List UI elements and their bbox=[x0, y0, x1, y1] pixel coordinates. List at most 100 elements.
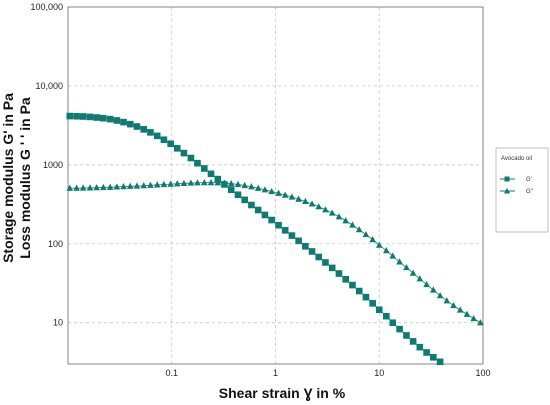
data-point-triangle bbox=[227, 180, 235, 187]
data-point-triangle bbox=[389, 252, 397, 259]
data-point-square bbox=[349, 281, 356, 289]
data-point-triangle bbox=[173, 180, 181, 187]
data-point-triangle bbox=[362, 230, 370, 238]
data-point-triangle bbox=[396, 258, 403, 265]
data-point-square bbox=[268, 216, 275, 224]
data-point-triangle bbox=[180, 179, 188, 187]
x-tick-label: 10 bbox=[374, 368, 384, 378]
data-point-square bbox=[86, 113, 94, 121]
data-point-triangle bbox=[383, 246, 390, 254]
data-point-square bbox=[187, 154, 195, 162]
data-point-triangle bbox=[416, 275, 424, 282]
data-point-triangle bbox=[423, 280, 430, 288]
data-point-square bbox=[275, 221, 282, 229]
data-point-square bbox=[214, 175, 222, 183]
data-point-square bbox=[93, 114, 100, 121]
data-point-square bbox=[261, 211, 269, 219]
y-axis-title-line1: Storage modulus G' in Pa bbox=[0, 93, 16, 263]
data-point-square bbox=[335, 270, 343, 277]
data-point-square bbox=[153, 132, 161, 140]
x-tick-label: 1 bbox=[273, 368, 278, 378]
data-point-triangle bbox=[100, 183, 107, 191]
y-tick-label: 100,000 bbox=[30, 2, 63, 12]
x-axis-ticks: 0.1 1 10 100 bbox=[165, 368, 490, 378]
data-point-square bbox=[342, 275, 350, 283]
data-point-triangle bbox=[207, 179, 215, 186]
series-layer bbox=[66, 112, 484, 366]
legend-label-g-double-prime: G" bbox=[526, 189, 533, 195]
data-point-triangle bbox=[187, 179, 195, 186]
data-point-square bbox=[375, 306, 383, 314]
data-point-square bbox=[369, 300, 376, 307]
data-point-triangle bbox=[73, 184, 80, 191]
plot-frame bbox=[67, 6, 484, 365]
data-point-square bbox=[288, 232, 296, 239]
data-point-square bbox=[396, 325, 403, 333]
legend-box bbox=[495, 147, 549, 233]
data-point-square bbox=[403, 332, 410, 339]
data-point-square bbox=[194, 159, 201, 167]
data-point-triangle bbox=[133, 182, 141, 189]
y-axis-title-group: Storage modulus G' in Pa Loss modulus G … bbox=[0, 93, 33, 263]
data-point-square bbox=[66, 112, 74, 120]
data-point-triangle bbox=[160, 180, 168, 188]
data-point-triangle bbox=[254, 184, 262, 191]
data-point-square bbox=[362, 293, 370, 301]
data-point-square bbox=[416, 343, 424, 351]
y-tick-label: 100 bbox=[48, 239, 63, 249]
data-point-triangle bbox=[443, 297, 451, 304]
y-tick-label: 10,000 bbox=[35, 81, 63, 91]
data-point-square bbox=[302, 242, 309, 250]
data-point-triangle bbox=[355, 226, 363, 233]
data-point-triangle bbox=[342, 217, 350, 224]
data-point-triangle bbox=[403, 263, 410, 271]
data-point-square bbox=[295, 237, 302, 245]
data-point-triangle bbox=[450, 301, 457, 309]
data-point-triangle bbox=[328, 209, 336, 216]
data-point-triangle bbox=[140, 182, 148, 189]
data-point-square bbox=[436, 358, 444, 366]
data-point-triangle bbox=[248, 183, 255, 190]
data-point-square bbox=[248, 201, 255, 209]
data-point-square bbox=[423, 349, 430, 356]
data-point-triangle bbox=[66, 184, 74, 191]
x-axis-title: Shear strain Ɣ in % bbox=[219, 385, 346, 401]
data-point-square bbox=[389, 319, 397, 327]
data-point-triangle bbox=[167, 180, 174, 187]
data-point-triangle bbox=[153, 181, 161, 188]
data-point-square bbox=[281, 227, 289, 234]
data-point-triangle bbox=[470, 314, 477, 322]
data-point-triangle bbox=[234, 180, 242, 188]
data-point-square bbox=[100, 114, 107, 122]
data-point-square bbox=[308, 248, 316, 255]
data-point-square bbox=[430, 353, 437, 361]
data-point-square bbox=[227, 186, 235, 193]
data-point-triangle bbox=[201, 179, 208, 186]
data-point-square bbox=[180, 149, 188, 157]
data-point-triangle bbox=[214, 179, 222, 186]
data-point-triangle bbox=[409, 269, 417, 276]
data-point-square bbox=[173, 145, 181, 152]
data-point-square bbox=[120, 118, 127, 126]
data-point-triangle bbox=[221, 179, 228, 186]
data-point-triangle bbox=[295, 195, 302, 202]
data-point-square bbox=[167, 140, 174, 148]
data-point-triangle bbox=[126, 182, 134, 189]
data-point-triangle bbox=[477, 319, 484, 326]
data-point-triangle bbox=[456, 306, 464, 313]
x-tick-label: 0.1 bbox=[165, 368, 178, 378]
data-point-triangle bbox=[275, 189, 282, 196]
y-axis-title-line2: Loss modulus G ' ' in Pa bbox=[17, 97, 33, 259]
data-point-triangle bbox=[241, 181, 249, 189]
data-point-triangle bbox=[194, 179, 201, 186]
data-point-triangle bbox=[322, 206, 329, 213]
data-point-triangle bbox=[268, 187, 275, 195]
data-point-square bbox=[207, 170, 215, 178]
data-point-triangle bbox=[463, 310, 471, 317]
data-point-square bbox=[79, 113, 87, 120]
data-point-triangle bbox=[261, 186, 269, 193]
data-point-square bbox=[147, 129, 154, 136]
data-point-square bbox=[201, 165, 208, 172]
data-point-triangle bbox=[369, 236, 376, 243]
